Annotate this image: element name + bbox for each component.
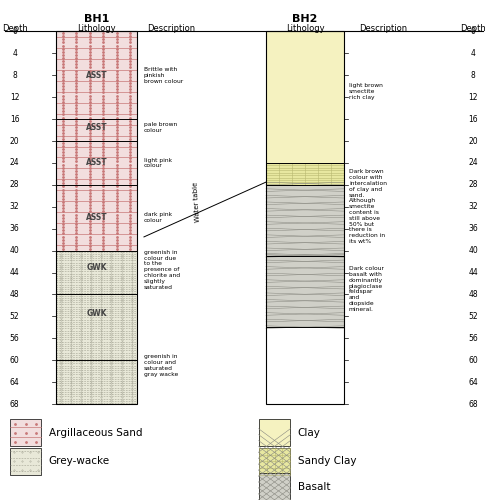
Text: ASST: ASST: [85, 158, 107, 168]
Text: 28: 28: [10, 180, 20, 190]
Bar: [259, 448, 290, 475]
Bar: [56, 141, 137, 185]
Bar: [56, 32, 137, 119]
Text: dark pink
colour: dark pink colour: [144, 212, 172, 223]
Bar: [56, 250, 137, 294]
Text: greenish in
colour and
saturated
gray wacke: greenish in colour and saturated gray wa…: [144, 354, 178, 377]
Bar: [56, 32, 137, 404]
Text: Sandy Clay: Sandy Clay: [298, 456, 356, 466]
Text: 44: 44: [468, 268, 478, 277]
Text: light pink
colour: light pink colour: [144, 158, 172, 168]
Text: 16: 16: [10, 114, 20, 124]
Bar: [259, 473, 290, 500]
Text: Grey-wacke: Grey-wacke: [49, 456, 110, 466]
Bar: [10, 419, 41, 446]
Text: 24: 24: [10, 158, 20, 168]
Bar: [266, 32, 344, 404]
Text: Water table: Water table: [193, 181, 202, 222]
Text: 4: 4: [471, 49, 476, 58]
Bar: [266, 32, 344, 163]
Text: 48: 48: [10, 290, 20, 299]
Text: 8: 8: [12, 71, 17, 80]
Text: light brown
smectite
rich clay: light brown smectite rich clay: [349, 84, 383, 100]
Text: Clay: Clay: [298, 428, 321, 438]
Text: BH1: BH1: [84, 14, 109, 24]
Text: Lithology: Lithology: [77, 24, 116, 33]
Text: 8: 8: [471, 71, 476, 80]
Bar: [56, 185, 137, 250]
Text: 64: 64: [10, 378, 20, 386]
Text: 52: 52: [468, 312, 478, 321]
Text: pale brown
colour: pale brown colour: [144, 122, 177, 132]
Bar: [56, 360, 137, 404]
Text: GWK: GWK: [86, 262, 107, 272]
Text: 68: 68: [10, 400, 20, 408]
Text: 4: 4: [12, 49, 17, 58]
Bar: [266, 256, 344, 328]
Text: Description: Description: [359, 24, 407, 33]
Text: Depth: Depth: [461, 24, 486, 33]
Bar: [259, 419, 290, 446]
Text: Argillaceous Sand: Argillaceous Sand: [49, 428, 142, 438]
Text: Description: Description: [147, 24, 195, 33]
Text: Brittle with
pinkish
brown colour: Brittle with pinkish brown colour: [144, 67, 183, 84]
Text: Lithology: Lithology: [285, 24, 325, 33]
Text: ASST: ASST: [85, 71, 107, 80]
Text: Depth: Depth: [2, 24, 27, 33]
Text: 20: 20: [10, 136, 20, 145]
Bar: [10, 448, 41, 475]
Text: 28: 28: [468, 180, 478, 190]
Text: 40: 40: [10, 246, 20, 255]
Text: 20: 20: [468, 136, 478, 145]
Text: 12: 12: [468, 92, 478, 102]
Text: 24: 24: [468, 158, 478, 168]
Text: 68: 68: [468, 400, 478, 408]
Text: 0: 0: [12, 27, 17, 36]
Text: BH2: BH2: [292, 14, 318, 24]
Text: 32: 32: [10, 202, 20, 211]
Text: Dark brown
colour with
intercalation
of clay and
sand.
Although
smectite
content: Dark brown colour with intercalation of …: [349, 170, 387, 244]
Text: 60: 60: [10, 356, 20, 364]
Bar: [56, 119, 137, 141]
Text: 40: 40: [468, 246, 478, 255]
Text: 60: 60: [468, 356, 478, 364]
Text: 56: 56: [468, 334, 478, 343]
Bar: [266, 163, 344, 185]
Bar: [56, 294, 137, 360]
Text: Dark colour
basalt with
dominantly
plagioclase
feldspar
and
diopside
mineral.: Dark colour basalt with dominantly plagi…: [349, 266, 384, 312]
Text: Basalt: Basalt: [298, 482, 330, 492]
Text: 44: 44: [10, 268, 20, 277]
Text: 48: 48: [468, 290, 478, 299]
Text: 12: 12: [10, 92, 20, 102]
Text: 64: 64: [468, 378, 478, 386]
Text: greenish in
colour due
to the
presence of
chlorite and
slightly
saturated: greenish in colour due to the presence o…: [144, 250, 180, 290]
Text: ASST: ASST: [85, 213, 107, 222]
Text: 52: 52: [10, 312, 20, 321]
Text: 56: 56: [10, 334, 20, 343]
Text: 36: 36: [10, 224, 20, 233]
Text: 0: 0: [471, 27, 476, 36]
Text: 16: 16: [468, 114, 478, 124]
Text: 32: 32: [468, 202, 478, 211]
Bar: [266, 185, 344, 256]
Text: ASST: ASST: [85, 123, 107, 132]
Text: GWK: GWK: [86, 309, 107, 318]
Text: 36: 36: [468, 224, 478, 233]
